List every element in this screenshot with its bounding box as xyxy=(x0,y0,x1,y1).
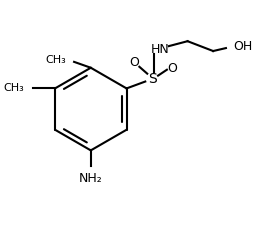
Text: CH₃: CH₃ xyxy=(46,55,66,65)
Text: O: O xyxy=(129,56,139,69)
Text: CH₃: CH₃ xyxy=(4,83,24,94)
Text: O: O xyxy=(167,62,177,75)
Text: S: S xyxy=(148,72,157,86)
Text: HN: HN xyxy=(151,42,170,56)
Text: OH: OH xyxy=(233,39,252,53)
Text: NH₂: NH₂ xyxy=(79,172,103,185)
